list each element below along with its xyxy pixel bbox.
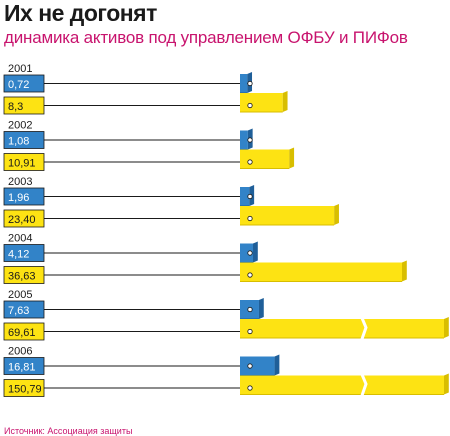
pif-leader-dot bbox=[247, 272, 253, 278]
pif-value-label: 150,79 bbox=[8, 384, 42, 396]
pif-leader-dot bbox=[247, 215, 253, 222]
pif-bar-face bbox=[240, 319, 444, 338]
pif-bar-face bbox=[240, 262, 402, 282]
pif-bar-face bbox=[240, 206, 335, 225]
pif-bar-cap bbox=[289, 147, 295, 169]
pif-bar-cap bbox=[282, 91, 288, 112]
ofbu-bar-face bbox=[240, 130, 248, 150]
year-label: 2004 bbox=[8, 233, 32, 245]
pif-bar-cap bbox=[402, 260, 407, 282]
pif-bar bbox=[240, 147, 295, 169]
pif-leader-dot bbox=[247, 328, 253, 335]
ofbu-bar-face bbox=[240, 243, 254, 263]
ofbu-value-label: 1,08 bbox=[8, 136, 29, 148]
ofbu-bar-cap bbox=[274, 354, 280, 376]
pif-bar-break bbox=[360, 317, 368, 340]
pif-bar-face bbox=[240, 149, 290, 169]
pif-bar bbox=[240, 91, 288, 113]
ofbu-value-label: 0,72 bbox=[8, 79, 29, 91]
pif-value-label: 8,3 bbox=[8, 101, 23, 113]
ofbu-bar bbox=[240, 354, 280, 376]
year-label: 2005 bbox=[8, 289, 32, 301]
pif-leader-dot bbox=[247, 385, 253, 391]
ofbu-leader-dot bbox=[247, 363, 253, 369]
pif-leader-dot bbox=[247, 102, 253, 109]
pif-bar bbox=[240, 373, 449, 396]
ofbu-leader-dot bbox=[247, 137, 253, 143]
year-label: 2003 bbox=[8, 176, 32, 188]
pif-bar-face bbox=[240, 93, 283, 112]
pif-bar bbox=[240, 317, 449, 340]
year-label: 2006 bbox=[8, 346, 32, 358]
pif-value-label: 23,40 bbox=[8, 214, 36, 226]
source-note: Источник: Ассоциация защиты bbox=[4, 426, 133, 436]
pif-bar-break bbox=[360, 373, 368, 396]
ofbu-bar-face bbox=[240, 74, 248, 93]
ofbu-leader-dot bbox=[247, 193, 253, 200]
ofbu-value-label: 4,12 bbox=[8, 249, 29, 261]
ofbu-bar-cap bbox=[253, 241, 258, 263]
pif-value-label: 69,61 bbox=[8, 327, 36, 339]
year-label: 2001 bbox=[8, 63, 32, 75]
ofbu-value-label: 1,96 bbox=[8, 192, 29, 204]
pif-bar-face bbox=[240, 375, 444, 395]
pif-value-label: 36,63 bbox=[8, 271, 36, 283]
ofbu-leader-dot bbox=[247, 250, 253, 256]
pif-bar bbox=[240, 260, 407, 282]
ofbu-bar-face bbox=[240, 187, 250, 206]
chart-title: Их не догонят bbox=[4, 0, 157, 26]
pif-value-label: 10,91 bbox=[8, 158, 36, 170]
year-label: 2002 bbox=[8, 120, 32, 132]
ofbu-leader-dot bbox=[247, 80, 253, 87]
ofbu-bar-cap bbox=[258, 298, 264, 319]
ofbu-bar-face bbox=[240, 356, 275, 376]
ofbu-leader-dot bbox=[247, 306, 253, 313]
pif-bar-cap bbox=[444, 317, 449, 338]
pif-bar bbox=[240, 204, 339, 226]
pif-leader-dot bbox=[247, 159, 253, 165]
pif-bar-cap bbox=[334, 204, 339, 225]
chart-subtitle: динамика активов под управлением ОФБУ и … bbox=[4, 28, 408, 47]
pif-bar-cap bbox=[444, 373, 449, 395]
ofbu-value-label: 7,63 bbox=[8, 305, 29, 317]
ofbu-value-label: 16,81 bbox=[8, 362, 36, 374]
